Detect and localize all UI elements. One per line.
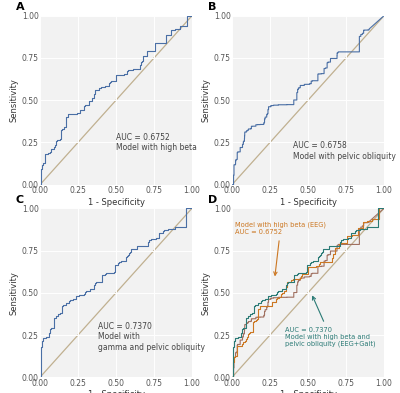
Text: AUC = 0.6752
Model with high beta: AUC = 0.6752 Model with high beta <box>116 133 197 152</box>
Text: A: A <box>16 2 24 12</box>
Y-axis label: Sensitivity: Sensitivity <box>10 78 19 122</box>
Text: AUC = 0.7370
Model with high beta and
pelvic obliquity (EEG+Gait): AUC = 0.7370 Model with high beta and pe… <box>285 296 376 347</box>
X-axis label: 1 - Specificity: 1 - Specificity <box>88 391 144 393</box>
Text: B: B <box>208 2 216 12</box>
Text: AUC = 0.7370
Model with
gamma and pelvic obliquity: AUC = 0.7370 Model with gamma and pelvic… <box>98 322 205 352</box>
Y-axis label: Sensitivity: Sensitivity <box>202 78 211 122</box>
Text: AUC = 0.6758
Model with pelvic obliquity: AUC = 0.6758 Model with pelvic obliquity <box>293 141 396 161</box>
Y-axis label: Sensitivity: Sensitivity <box>10 271 19 315</box>
X-axis label: 1 - Specificity: 1 - Specificity <box>280 391 336 393</box>
Text: D: D <box>208 195 217 205</box>
Text: Model with high beta (EEG)
AUC = 0.6752: Model with high beta (EEG) AUC = 0.6752 <box>235 222 326 275</box>
Text: C: C <box>16 195 24 205</box>
Y-axis label: Sensitivity: Sensitivity <box>202 271 211 315</box>
X-axis label: 1 - Specificity: 1 - Specificity <box>88 198 144 207</box>
X-axis label: 1 - Specificity: 1 - Specificity <box>280 198 336 207</box>
